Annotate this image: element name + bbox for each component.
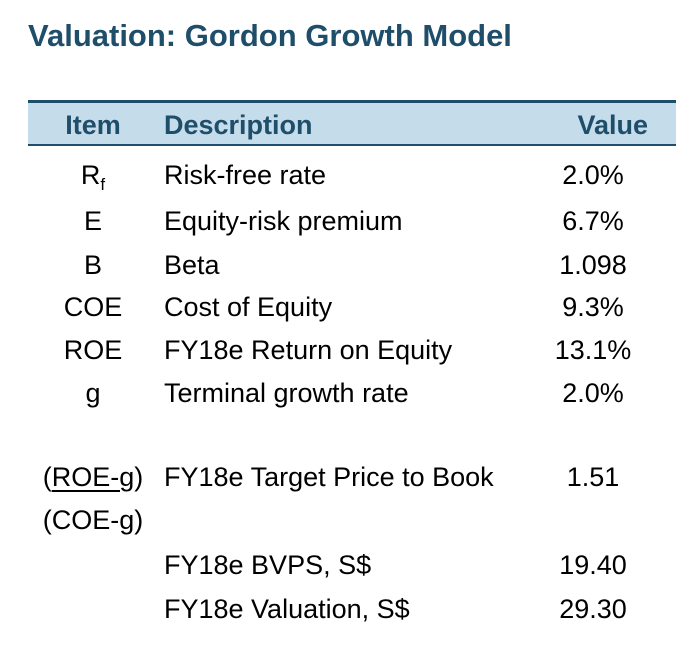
row-description: Equity-risk premium — [164, 206, 403, 236]
row-description: FY18e Return on Equity — [164, 335, 453, 365]
ratio-row: (ROE-g) FY18e Target Price to Book 1.51 — [28, 462, 676, 502]
ratio-denominator-row: (COE-g) — [28, 505, 676, 545]
row-item: Rf — [28, 160, 158, 195]
row-item-main: R — [80, 160, 101, 190]
ratio-numerator: (ROE-g) — [28, 462, 158, 493]
table-row: g Terminal growth rate 2.0% — [28, 378, 676, 418]
row-description: Cost of Equity — [164, 292, 333, 322]
table-row: COE Cost of Equity 9.3% — [28, 292, 676, 332]
row-value: 2.0% — [562, 378, 624, 408]
header-item: Item — [65, 110, 121, 140]
ratio-denominator: (COE-g) — [42, 505, 144, 535]
row-value: 9.3% — [562, 292, 624, 322]
row-description: Risk-free rate — [164, 160, 327, 190]
table-row: FY18e BVPS, S$ 19.40 — [28, 550, 676, 590]
row-item: g — [85, 378, 101, 408]
row-description: Terminal growth rate — [164, 378, 409, 408]
row-item: ROE — [63, 335, 123, 365]
row-value: 1.51 — [566, 462, 620, 492]
valuation-table: Item Description Value Rf Risk-free rate… — [28, 100, 676, 624]
page-title: Valuation: Gordon Growth Model — [28, 18, 512, 53]
row-item: COE — [63, 292, 123, 322]
row-value: 13.1% — [554, 335, 632, 365]
row-description: FY18e BVPS, S$ — [164, 550, 372, 580]
row-value: 29.30 — [559, 594, 627, 624]
table-row: FY18e Valuation, S$ 29.30 — [28, 594, 676, 634]
header-description: Description — [164, 110, 313, 140]
ratio-numerator-text: ROE-g — [51, 462, 135, 492]
header-value: Value — [577, 110, 648, 140]
row-description: FY18e Valuation, S$ — [164, 594, 410, 624]
table-row: Rf Risk-free rate 2.0% — [28, 160, 676, 200]
row-description: Beta — [164, 250, 220, 280]
row-item: B — [83, 250, 102, 280]
row-value: 2.0% — [562, 160, 624, 190]
row-description: FY18e Target Price to Book — [164, 462, 494, 492]
row-value: 6.7% — [562, 206, 624, 236]
table-row: B Beta 1.098 — [28, 250, 676, 290]
row-value: 19.40 — [559, 550, 627, 580]
row-value: 1.098 — [559, 250, 627, 280]
row-item-subscript: f — [100, 175, 106, 194]
row-item: E — [83, 206, 102, 236]
ratio-close-paren: ) — [134, 462, 144, 492]
table-row: E Equity-risk premium 6.7% — [28, 206, 676, 246]
table-header: Item Description Value — [28, 100, 676, 146]
ratio-open-paren: ( — [42, 462, 52, 492]
table-row: ROE FY18e Return on Equity 13.1% — [28, 335, 676, 375]
